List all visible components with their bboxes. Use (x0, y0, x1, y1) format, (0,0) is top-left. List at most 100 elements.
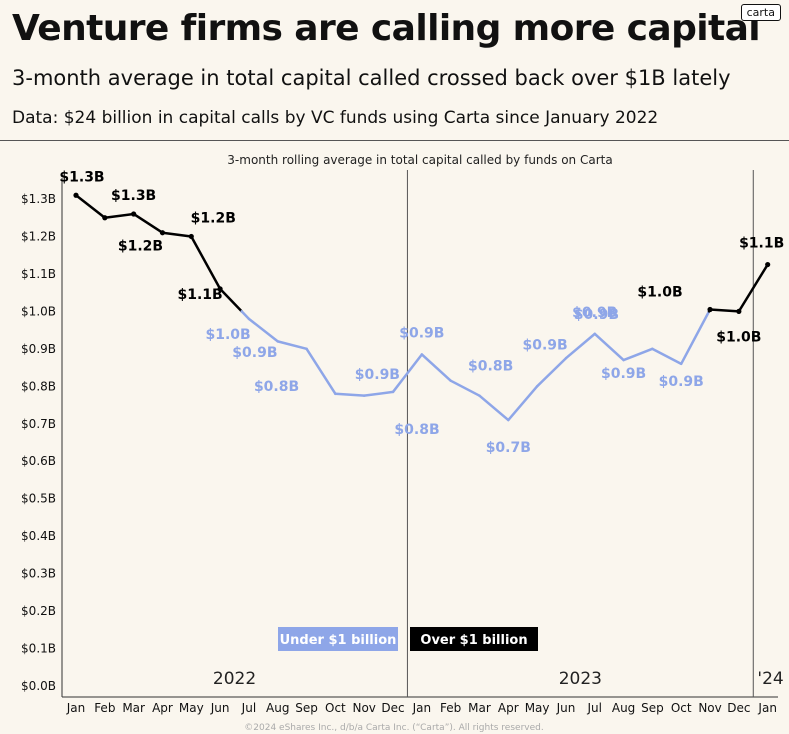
chart-title: 3-month rolling average in total capital… (227, 153, 612, 167)
x-tick-label: Feb (94, 701, 115, 715)
data-label: $0.8B (254, 379, 299, 395)
series-segment (622, 347, 654, 362)
y-tick-label: $0.7B (21, 417, 56, 431)
x-tick-label: Nov (352, 701, 375, 715)
x-tick-label: Jan (66, 701, 86, 715)
data-point (159, 230, 166, 236)
series-segment (103, 212, 135, 219)
page-title: Venture firms are calling more capital (12, 8, 761, 49)
series-segment (391, 353, 424, 394)
y-tick-label: $1.3B (21, 192, 56, 206)
data-label: $0.8B (394, 422, 439, 438)
copyright-footer: ©2024 eShares Inc., d/b/a Carta Inc. (“C… (244, 723, 543, 733)
y-tick-label: $1.0B (21, 304, 56, 318)
series-segment (535, 356, 568, 388)
x-tick-label: Mar (122, 701, 145, 715)
series-segment (218, 287, 243, 313)
series-segment (334, 392, 366, 397)
y-tick-label: $0.2B (21, 604, 56, 618)
y-tick-label: $0.6B (21, 454, 56, 468)
series-segment (507, 385, 539, 422)
x-tick-label: May (525, 701, 550, 715)
data-label: $0.8B (468, 359, 513, 375)
data-label: $1.1B (177, 287, 222, 303)
series-segment (564, 332, 597, 360)
series-lines (74, 194, 769, 422)
x-tick-label: Sep (295, 701, 318, 715)
x-tick-label: Apr (152, 701, 173, 715)
chart-axes: $0.0B $0.1B $0.2B $0.3B $0.4B $0.5B $0.6B $0.7B… (21, 170, 778, 715)
data-label: $1.0B (716, 329, 761, 345)
x-tick-label: Nov (698, 701, 721, 715)
legend-label-over: Over $1 billion (420, 633, 527, 648)
data-label: $0.9B (659, 374, 704, 390)
year-label: 2023 (559, 669, 602, 689)
series-points (73, 192, 771, 314)
series-segment (449, 379, 481, 397)
header-divider (0, 140, 789, 141)
x-tick-label: Mar (468, 701, 491, 715)
carta-logo: carta (740, 4, 781, 21)
data-point (73, 192, 79, 198)
x-tick-label: Apr (498, 701, 519, 715)
data-label: $0.9B (523, 337, 568, 353)
x-tick-label: Oct (325, 701, 346, 715)
y-tick-label: $0.1B (21, 642, 56, 656)
year-label: '24 (757, 669, 783, 689)
data-label: $1.0B (205, 327, 250, 343)
y-tick-label: $0.8B (21, 379, 56, 393)
series-segment (132, 212, 164, 234)
data-point (188, 233, 194, 240)
data-label: $0.9B (572, 305, 617, 321)
legend-swatch-over (410, 627, 538, 651)
series-segment (74, 194, 107, 219)
series-segment (161, 231, 193, 238)
series-segment (305, 347, 337, 396)
x-tick-label: Jan (757, 701, 777, 715)
series-segment (737, 263, 769, 313)
x-tick-label: Sep (641, 701, 664, 715)
data-point (131, 211, 137, 217)
data-label: $0.9B (355, 367, 400, 383)
x-tick-label: Jul (241, 701, 256, 715)
data-point (102, 215, 108, 221)
series-segment (276, 340, 308, 351)
data-label: $0.9B (574, 307, 619, 323)
y-tick-label: $1.2B (21, 229, 56, 243)
year-label: 2022 (213, 669, 256, 689)
data-point (707, 306, 713, 313)
x-tick-label: Jun (210, 701, 230, 715)
y-tick-label: $0.5B (21, 492, 56, 506)
x-tick-label: Jul (587, 701, 602, 715)
data-label: $0.9B (399, 325, 444, 341)
x-tick-label: Dec (727, 701, 750, 715)
data-label: $1.3B (59, 169, 104, 185)
series-segment (240, 310, 251, 321)
chart-legend: Under $1 billion Over $1 billion (278, 627, 538, 651)
data-point (736, 308, 742, 314)
data-labels: $1.3B$1.3B$1.2B$1.2B$1.1B$1.0B$0.9B$0.9B… (59, 169, 784, 456)
series-segment (478, 394, 510, 422)
y-tick-label: $0.9B (21, 342, 56, 356)
data-point (765, 261, 771, 268)
series-segment (420, 353, 452, 382)
page-subtitle: 3-month average in total capital called … (12, 66, 731, 90)
y-tick-label: $0.4B (21, 529, 56, 543)
data-label: $1.2B (118, 239, 163, 255)
x-tick-label: Dec (381, 701, 404, 715)
series-segment (362, 390, 395, 397)
x-tick-label: May (179, 701, 204, 715)
x-tick-label: Jun (556, 701, 576, 715)
data-label: $1.2B (191, 210, 236, 226)
x-tick-label: Aug (612, 701, 635, 715)
series-segment (593, 332, 625, 362)
data-label: $1.3B (111, 188, 156, 204)
data-label: $0.9B (601, 366, 646, 382)
legend-swatch-under (278, 627, 398, 651)
data-label: $0.7B (486, 440, 531, 456)
series-segment (679, 310, 711, 366)
y-tick-label: $0.3B (21, 567, 56, 581)
y-tick-label: $0.0B (21, 679, 56, 693)
x-tick-label: Oct (671, 701, 692, 715)
